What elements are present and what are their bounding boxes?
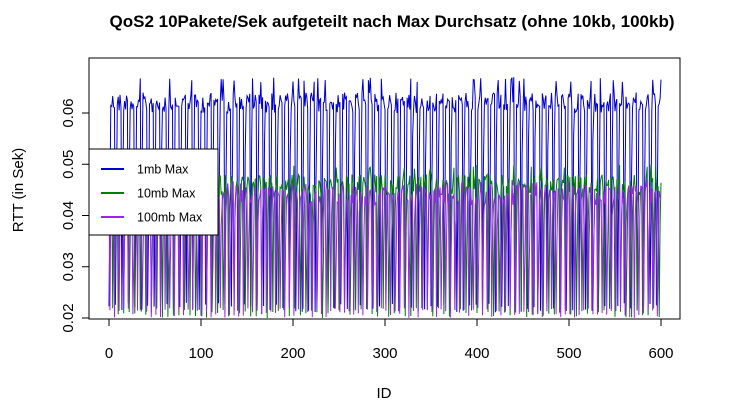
- x-axis: 0 100 200 300 400 500 600: [105, 318, 674, 362]
- x-tick-label: 400: [464, 345, 489, 362]
- x-tick-label: 500: [556, 345, 581, 362]
- legend: 1mb Max 10mb Max 100mb Max: [88, 148, 219, 236]
- legend-label: 100mb Max: [137, 211, 203, 225]
- y-tick-label: 0.05: [60, 150, 77, 179]
- x-tick-label: 300: [372, 345, 397, 362]
- chart-title: QoS2 10Pakete/Sek aufgeteilt nach Max Du…: [110, 12, 675, 31]
- x-tick-label: 600: [648, 345, 673, 362]
- y-ticks: 0.02 0.03 0.04 0.05 0.06: [60, 98, 89, 333]
- legend-items: 1mb Max 10mb Max 100mb Max: [101, 163, 203, 225]
- y-tick-label: 0.02: [60, 303, 77, 332]
- legend-label: 1mb Max: [137, 163, 189, 177]
- x-ticks: 0 100 200 300 400 500 600: [105, 319, 674, 362]
- y-tick-label: 0.03: [60, 252, 77, 281]
- x-tick-label: 100: [188, 345, 213, 362]
- x-tick-label: 200: [280, 345, 305, 362]
- x-axis-label: ID: [377, 385, 392, 402]
- y-tick-label: 0.04: [60, 201, 77, 230]
- y-axis: 0.02 0.03 0.04 0.05 0.06: [60, 98, 90, 333]
- legend-label: 10mb Max: [137, 187, 196, 201]
- series-line: [108, 77, 662, 313]
- x-tick-label: 0: [105, 345, 113, 362]
- y-tick-label: 0.06: [60, 98, 77, 127]
- y-axis-label: RTT (in Sek): [10, 148, 27, 232]
